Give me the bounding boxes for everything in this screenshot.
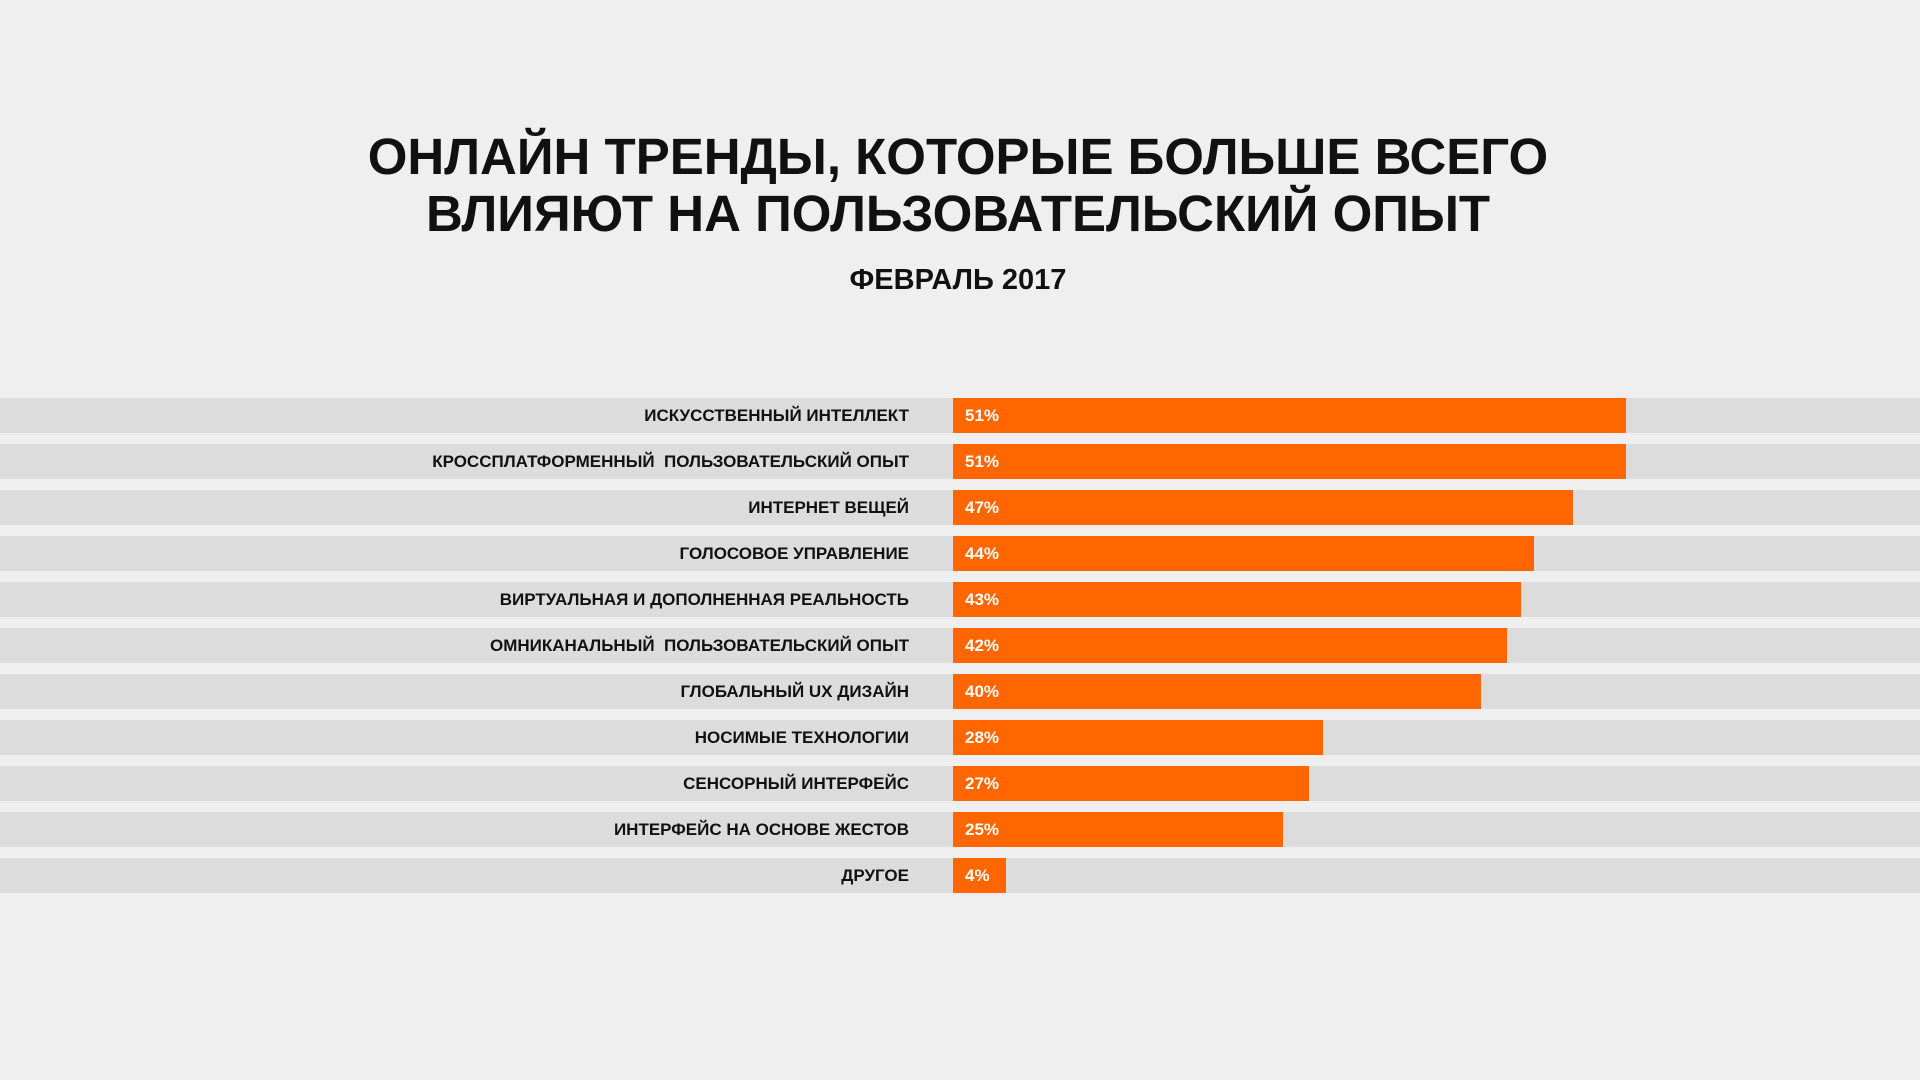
category-label: ГОЛОСОВОЕ УПРАВЛЕНИЕ — [679, 544, 909, 563]
value-label: 44% — [965, 544, 1000, 563]
category-label: КРОССПЛАТФОРМЕННЫЙ ПОЛЬЗОВАТЕЛЬСКИЙ ОПЫТ — [432, 452, 909, 471]
bar: 28% — [953, 720, 1323, 755]
bar-row: ДРУГОЕ 4% — [0, 858, 1920, 893]
bar-row: СЕНСОРНЫЙ ИНТЕРФЕЙС 27% — [0, 766, 1920, 801]
value-label: 25% — [965, 820, 1000, 839]
chart-title: ОНЛАЙН ТРЕНДЫ, КОТОРЫЕ БОЛЬШЕ ВСЕГО ВЛИЯ… — [0, 128, 1916, 242]
bar: 51% — [953, 398, 1627, 433]
bar-row: КРОССПЛАТФОРМЕННЫЙ ПОЛЬЗОВАТЕЛЬСКИЙ ОПЫТ… — [0, 444, 1920, 479]
bar: 43% — [953, 582, 1521, 617]
bar: 27% — [953, 766, 1310, 801]
category-label: ВИРТУАЛЬНАЯ И ДОПОЛНЕННАЯ РЕАЛЬНОСТЬ — [499, 590, 909, 609]
bar: 25% — [953, 812, 1283, 847]
bar-row: ИСКУССТВЕННЫЙ ИНТЕЛЛЕКТ 51% — [0, 398, 1920, 433]
value-label: 4% — [965, 866, 990, 885]
value-label: 40% — [965, 682, 1000, 701]
chart-subtitle: ФЕВРАЛЬ 2017 — [849, 264, 1067, 296]
value-label: 51% — [965, 452, 1000, 471]
bar-row: ВИРТУАЛЬНАЯ И ДОПОЛНЕННАЯ РЕАЛЬНОСТЬ 43% — [0, 582, 1920, 617]
bar: 44% — [953, 536, 1534, 571]
bar-row: ИНТЕРНЕТ ВЕЩЕЙ 47% — [0, 490, 1920, 525]
category-label: ОМНИКАНАЛЬНЫЙ ПОЛЬЗОВАТЕЛЬСКИЙ ОПЫТ — [489, 636, 909, 655]
chart-title-line-2: ВЛИЯЮТ НА ПОЛЬЗОВАТЕЛЬСКИЙ ОПЫТ — [425, 185, 1491, 242]
bar: 40% — [953, 674, 1481, 709]
category-label: НОСИМЫЕ ТЕХНОЛОГИИ — [694, 728, 909, 747]
bar-row: ОМНИКАНАЛЬНЫЙ ПОЛЬЗОВАТЕЛЬСКИЙ ОПЫТ 42% — [0, 628, 1920, 663]
bar-row: ГОЛОСОВОЕ УПРАВЛЕНИЕ 44% — [0, 536, 1920, 571]
value-label: 47% — [965, 498, 1000, 517]
category-label: СЕНСОРНЫЙ ИНТЕРФЕЙС — [683, 774, 909, 793]
chart-title-line-1: ОНЛАЙН ТРЕНДЫ, КОТОРЫЕ БОЛЬШЕ ВСЕГО — [367, 128, 1549, 185]
bar: 47% — [953, 490, 1574, 525]
bar: 4% — [953, 858, 1006, 893]
bar-row: ГЛОБАЛЬНЫЙ UX ДИЗАЙН 40% — [0, 674, 1920, 709]
value-label: 43% — [965, 590, 1000, 609]
value-label: 51% — [965, 406, 1000, 425]
category-label: ИНТЕРФЕЙС НА ОСНОВЕ ЖЕСТОВ — [613, 820, 909, 839]
bar: 51% — [953, 444, 1627, 479]
value-label: 27% — [965, 774, 1000, 793]
bar: 42% — [953, 628, 1508, 663]
bar-row: НОСИМЫЕ ТЕХНОЛОГИИ 28% — [0, 720, 1920, 755]
category-label: ИСКУССТВЕННЫЙ ИНТЕЛЛЕКТ — [644, 406, 909, 425]
category-label: ГЛОБАЛЬНЫЙ UX ДИЗАЙН — [680, 682, 909, 701]
value-label: 42% — [965, 636, 1000, 655]
category-label: ДРУГОЕ — [841, 866, 909, 885]
category-label: ИНТЕРНЕТ ВЕЩЕЙ — [748, 498, 909, 517]
bar-row: ИНТЕРФЕЙС НА ОСНОВЕ ЖЕСТОВ 25% — [0, 812, 1920, 847]
value-label: 28% — [965, 728, 1000, 747]
